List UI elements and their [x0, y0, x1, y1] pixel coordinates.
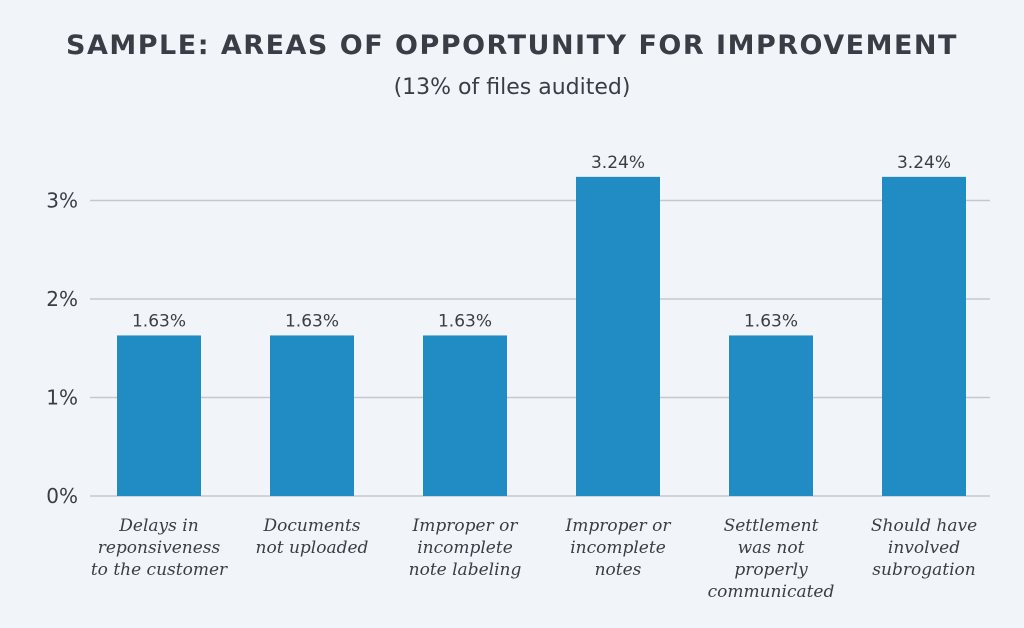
category-label-line: subrogation	[872, 560, 975, 580]
category-label-line: Documents	[262, 516, 360, 536]
category-label-line: note labeling	[409, 560, 522, 580]
category-label-line: reponsiveness	[98, 538, 221, 558]
bar	[423, 335, 507, 496]
data-label: 1.63%	[285, 311, 339, 331]
y-tick-label: 0%	[46, 484, 78, 508]
category-label-line: properly	[734, 560, 808, 580]
bar	[117, 335, 201, 496]
category-label-line: was not	[738, 538, 805, 558]
category-label-line: communicated	[708, 582, 835, 602]
y-tick-label: 1%	[46, 386, 78, 410]
bar	[882, 176, 966, 497]
data-label: 3.24%	[897, 153, 951, 173]
bars	[117, 176, 966, 497]
data-label: 1.63%	[438, 311, 492, 331]
bar	[270, 335, 354, 496]
category-label-line: incomplete	[417, 538, 513, 558]
category-label-line: Improper or	[565, 516, 672, 536]
category-label-line: Delays in	[118, 516, 198, 536]
category-label-line: notes	[595, 560, 642, 580]
category-label-line: Should have	[871, 516, 977, 536]
data-label: 1.63%	[132, 311, 186, 331]
data-label: 1.63%	[744, 311, 798, 331]
bar	[576, 176, 660, 497]
gridlines	[90, 199, 990, 497]
category-label-line: involved	[888, 538, 960, 558]
data-labels: 1.63% 1.63% 1.63% 3.24% 1.63% 3.24%	[132, 153, 951, 332]
bar	[729, 335, 813, 496]
chart-title: SAMPLE: AREAS OF OPPORTUNITY FOR IMPROVE…	[66, 30, 958, 61]
y-tick-label: 2%	[46, 287, 78, 311]
chart-subtitle: (13% of files audited)	[393, 75, 631, 100]
data-label: 3.24%	[591, 153, 645, 173]
category-label-line: Improper or	[412, 516, 519, 536]
category-label-line: Settlement	[724, 516, 819, 536]
category-label-line: to the customer	[91, 560, 228, 580]
y-tick-label: 3%	[46, 189, 78, 213]
category-label-line: not uploaded	[256, 538, 369, 558]
category-label-line: incomplete	[570, 538, 666, 558]
y-axis-tick-labels: 0% 1% 2% 3%	[46, 189, 78, 509]
